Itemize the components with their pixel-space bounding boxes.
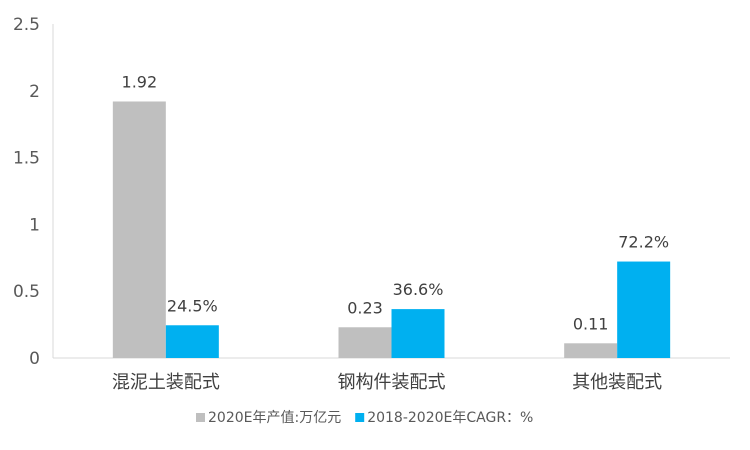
- x-axis: 混泥土装配式 钢构件装配式 其他装配式: [53, 357, 730, 393]
- x-category-label: 混泥土装配式: [112, 372, 220, 393]
- legend-label: 2018-2020E年CAGR：%: [367, 410, 533, 426]
- y-tick-label: 0.5: [13, 282, 40, 302]
- x-category-label: 钢构件装配式: [338, 372, 446, 393]
- bars-group: [112, 101, 671, 358]
- data-label: 24.5%: [167, 296, 218, 315]
- data-labels-group: 1.92 24.5% 0.23 36.6% 0.11 72.2%: [122, 72, 670, 333]
- data-label: 36.6%: [393, 280, 444, 299]
- y-tick-label: 2.5: [13, 15, 40, 35]
- legend-swatch: [355, 413, 365, 422]
- y-tick-label: 2: [29, 82, 40, 102]
- y-tick-label: 0: [29, 349, 40, 369]
- bar-output-1: [338, 327, 392, 358]
- data-label: 0.23: [347, 298, 383, 317]
- bar-cagr-0: [165, 325, 219, 358]
- y-axis: 0 0.5 1 1.5 2 2.5: [13, 15, 54, 369]
- data-label: 1.92: [122, 72, 158, 91]
- legend-swatch: [196, 413, 205, 422]
- bar-cagr-2: [617, 261, 671, 358]
- x-category-label: 其他装配式: [572, 372, 662, 393]
- bar-output-0: [112, 101, 166, 358]
- y-tick-label: 1.5: [13, 149, 40, 169]
- legend-label: 2020E年产值:万亿元: [208, 410, 341, 426]
- bar-output-2: [564, 343, 618, 358]
- data-label: 72.2%: [618, 233, 669, 252]
- data-label: 0.11: [573, 314, 609, 333]
- y-tick-label: 1: [29, 215, 40, 235]
- bar-cagr-1: [391, 309, 445, 358]
- legend: 2020E年产值:万亿元 2018-2020E年CAGR：%: [196, 410, 533, 426]
